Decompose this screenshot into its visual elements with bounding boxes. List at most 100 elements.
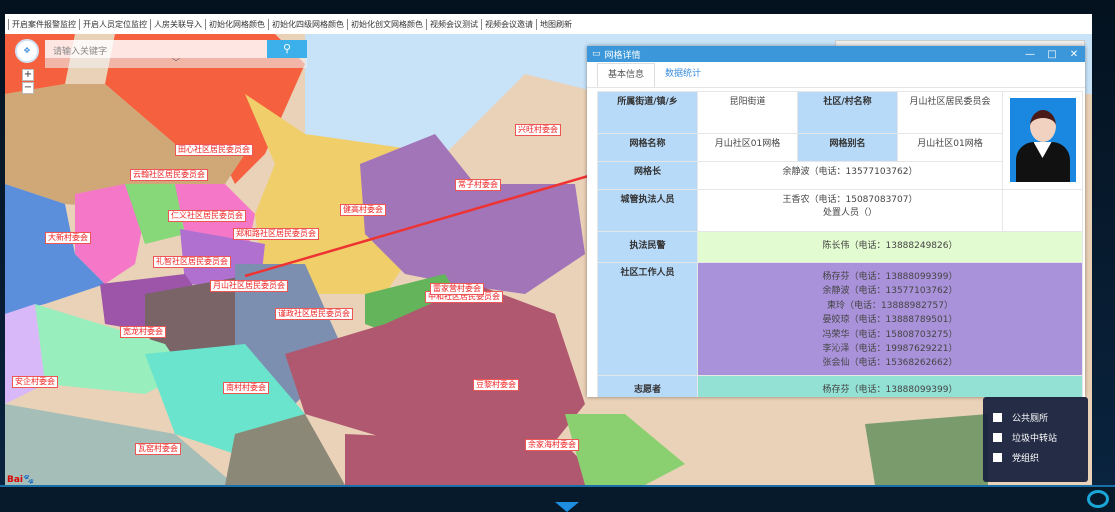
worker-item: 柬玲（电话：13888982757）: [827, 300, 953, 311]
checkbox[interactable]: [993, 452, 1002, 462]
grid-zone: [35, 304, 185, 394]
street-value: 昆阳街道: [697, 91, 798, 134]
dialog-tabs: 基本信息 数据统计: [587, 62, 1085, 88]
search-icon: ⚲: [282, 42, 292, 55]
grid-leader-photo: [1009, 98, 1076, 182]
map-label[interactable]: 瓦窑村委会: [135, 443, 181, 455]
grid-name-label: 网格名称: [597, 133, 698, 162]
dialog-header: ▭ 网格详情 — □ ✕: [587, 46, 1085, 62]
menu-item[interactable]: 视频会议邀请: [481, 18, 536, 30]
map-label[interactable]: 雷家营村委会: [430, 283, 484, 295]
zoom-out-button[interactable]: −: [22, 82, 34, 94]
top-menu-bar: 开启案件报警监控 开启人员定位监控 人房关联导入 初始化网格颜色 初始化四级网格…: [5, 14, 1092, 34]
map-label[interactable]: 常子村委会: [455, 179, 501, 191]
map-label[interactable]: 宽龙村委会: [120, 326, 166, 338]
grid-zone: [865, 414, 988, 485]
grid-leader-label: 网格长: [597, 161, 698, 190]
legend-label: 党组织: [1012, 453, 1040, 464]
grid-alias-value: 月山社区01网格: [897, 133, 1003, 162]
grid-alias-label: 网格别名: [797, 133, 898, 162]
handler-person: 处置人员（）: [822, 208, 877, 218]
map-label[interactable]: 云翰社区居民委员会: [130, 169, 208, 181]
enforcement-value: 王香农（电话：15087083707） 处置人员（）: [697, 189, 1003, 232]
enforcement-label: 城管执法人员: [597, 189, 698, 232]
dialog-title: 网格详情: [604, 50, 641, 61]
legend-item-party-org[interactable]: 党组织: [993, 447, 1078, 467]
legend-item-garbage-station[interactable]: 垃圾中转站: [993, 427, 1078, 447]
grid-detail-dialog: ▭ 网格详情 — □ ✕ 基本信息 数据统计 所属街道/镇/乡 昆阳街道 社区/…: [587, 46, 1085, 397]
worker-item: 冯荣华（电话：15808703275）: [822, 329, 958, 340]
tab-basic-info[interactable]: 基本信息: [597, 63, 656, 87]
menu-item[interactable]: 开启案件报警监控: [8, 18, 79, 30]
legend-item-public-toilet[interactable]: 公共厕所: [993, 407, 1078, 427]
menu-item[interactable]: 视频会议测试: [426, 18, 481, 30]
community-label: 社区/村名称: [797, 91, 898, 134]
grid-zone: [105, 34, 305, 184]
worker-item: 晏姣琼（电话：13888789501）: [822, 315, 958, 326]
menu-item[interactable]: 初始化网格颜色: [205, 18, 268, 30]
grid-zone: [565, 414, 685, 485]
layer-legend: 公共厕所 垃圾中转站 党组织: [983, 397, 1088, 482]
workers-value: 杨存芬（电话：13888099399） 余静波（电话：13577103762） …: [697, 262, 1083, 376]
frame-notch: [555, 502, 579, 512]
menu-item[interactable]: 初始化四级网格颜色: [268, 18, 347, 30]
chevron-down-icon[interactable]: ﹀: [45, 58, 307, 68]
menu-item[interactable]: 地图刷新: [536, 18, 575, 30]
search-button[interactable]: ⚲: [267, 40, 307, 58]
worker-item: 余静波（电话：13577103762）: [822, 286, 958, 297]
police-label: 执法民警: [597, 231, 698, 263]
checkbox[interactable]: [993, 412, 1002, 422]
grid-zone: [5, 404, 235, 485]
frame-ring-icon: [1087, 490, 1109, 508]
worker-item: 张会仙（电话：15368262662）: [822, 358, 958, 369]
map-logo: Bai🐾: [7, 475, 35, 485]
map-label[interactable]: 兴旺村委会: [515, 124, 561, 136]
volunteer-value: 杨存芬（电话：13888099399）: [697, 374, 1083, 397]
volunteer-label: 志愿者: [597, 374, 698, 397]
map-label[interactable]: 南村村委会: [223, 382, 269, 394]
maximize-button[interactable]: □: [1047, 48, 1057, 60]
workers-label: 社区工作人员: [597, 262, 698, 376]
close-button[interactable]: ✕: [1069, 48, 1079, 60]
map-label[interactable]: 大新村委会: [45, 232, 91, 244]
map-label[interactable]: 豆黎村委会: [473, 379, 519, 391]
legend-label: 垃圾中转站: [1012, 433, 1058, 444]
grid-name-value: 月山社区01网格: [697, 133, 798, 162]
grid-zone: [285, 284, 585, 454]
map-label[interactable]: 月山社区居民委员会: [210, 280, 288, 292]
menu-item[interactable]: 初始化创文网格颜色: [347, 18, 426, 30]
police-value: 陈长伟（电话：13888249826）: [697, 231, 1083, 263]
grid-leader-value: 余静波（电话：13577103762）: [697, 161, 1003, 190]
minimize-button[interactable]: —: [1025, 48, 1035, 60]
map-label[interactable]: 仁义社区居民委员会: [168, 210, 246, 222]
search-input[interactable]: 请输入关键字: [45, 40, 267, 58]
grid-zone: [225, 414, 345, 485]
pan-control[interactable]: ✥: [15, 39, 39, 63]
checkbox[interactable]: [993, 432, 1002, 442]
map-label[interactable]: 健高村委会: [340, 204, 386, 216]
map-label[interactable]: 礼智社区居民委员会: [153, 256, 231, 268]
street-label: 所属街道/镇/乡: [597, 91, 698, 134]
grid-info-table: 所属街道/镇/乡 昆阳街道 社区/村名称 月山社区居民委员会 网格名称 月山社区…: [597, 91, 1083, 397]
grid-zone: [5, 84, 245, 214]
legend-label: 公共厕所: [1012, 413, 1049, 424]
community-value: 月山社区居民委员会: [897, 91, 1003, 134]
map-label[interactable]: 谨政社区居民委员会: [275, 308, 353, 320]
enforcement-person: 王香农（电话：15087083707）: [782, 195, 918, 205]
grid-zone: [5, 184, 105, 314]
photo-cell: [1002, 91, 1083, 190]
map-label[interactable]: 安企村委会: [12, 376, 58, 388]
map-label[interactable]: 田心社区居民委员会: [175, 144, 253, 156]
window-icon: ▭: [592, 49, 601, 59]
map-label[interactable]: 余家海村委会: [525, 439, 579, 451]
menu-item[interactable]: 人房关联导入: [150, 18, 205, 30]
zoom-in-button[interactable]: +: [22, 69, 34, 81]
worker-item: 杨存芬（电话：13888099399）: [822, 272, 958, 282]
map-label[interactable]: 郑和路社区居民委员会: [233, 228, 319, 240]
grid-zone: [75, 184, 145, 284]
worker-item: 李沁泽（电话：19987629221）: [822, 344, 958, 355]
tab-data-stats[interactable]: 数据统计: [665, 69, 702, 79]
empty-cell: [1002, 189, 1083, 232]
menu-item[interactable]: 开启人员定位监控: [79, 18, 150, 30]
grid-zone: [125, 184, 185, 244]
